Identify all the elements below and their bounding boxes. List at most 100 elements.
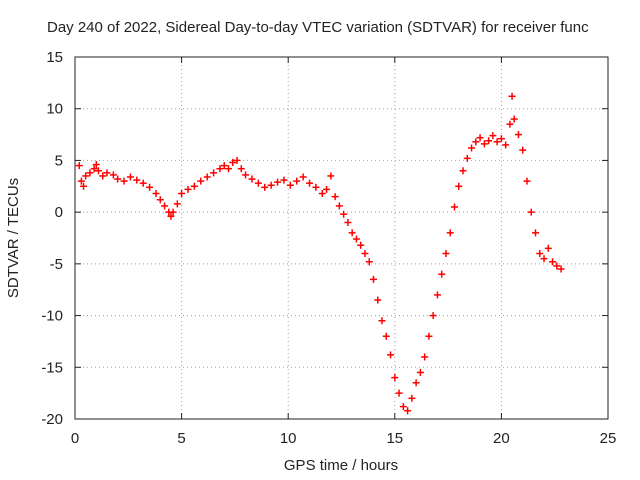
data-point: [348, 229, 356, 237]
data-point: [395, 389, 403, 397]
data-point: [173, 200, 181, 208]
plot-frame: [74, 56, 609, 420]
data-point: [480, 140, 488, 148]
data-point: [527, 208, 535, 216]
data-point: [442, 250, 450, 258]
y-tick-label: 0: [55, 204, 63, 221]
data-point: [433, 291, 441, 299]
data-point: [455, 182, 463, 190]
data-point: [510, 115, 518, 123]
data-point: [242, 171, 250, 179]
data-point: [493, 138, 501, 146]
data-point: [203, 173, 211, 181]
data-point: [299, 173, 307, 181]
data-point: [557, 265, 565, 273]
data-point: [103, 169, 111, 177]
data-point: [549, 258, 557, 266]
y-tick-label: -10: [41, 308, 63, 325]
data-point: [497, 135, 505, 143]
data-point: [216, 165, 224, 173]
data-point: [318, 190, 326, 198]
data-point: [261, 183, 269, 191]
data-point: [391, 374, 399, 382]
data-point: [472, 138, 480, 146]
data-point: [274, 178, 282, 186]
data-point: [421, 353, 429, 361]
data-point: [248, 175, 256, 183]
data-point: [190, 182, 198, 190]
data-point: [387, 351, 395, 359]
y-tick-label: -5: [50, 256, 63, 273]
data-point: [489, 132, 497, 140]
data-point: [344, 218, 352, 226]
data-point: [229, 158, 237, 166]
data-point: [306, 179, 314, 187]
x-tick-label: 0: [71, 430, 79, 447]
data-point: [361, 250, 369, 258]
data-point: [404, 407, 412, 415]
data-point: [429, 312, 437, 320]
data-point: [450, 203, 458, 211]
chart-title: Day 240 of 2022, Sidereal Day-to-day VTE…: [47, 19, 589, 36]
x-axis-label: GPS time / hours: [284, 457, 398, 474]
data-point: [220, 162, 228, 170]
data-point: [519, 146, 527, 154]
data-point: [508, 92, 516, 100]
data-point: [335, 202, 343, 210]
data-point: [77, 177, 85, 185]
data-points: [75, 92, 565, 415]
data-point: [485, 137, 493, 145]
axis-ticks: [74, 56, 609, 420]
x-tick-label: 20: [493, 430, 510, 447]
data-point: [90, 165, 98, 173]
grid: [75, 57, 608, 419]
x-tick-label: 5: [177, 430, 185, 447]
data-point: [169, 208, 177, 216]
data-point: [374, 296, 382, 304]
y-tick-label: -15: [41, 359, 63, 376]
data-point: [506, 120, 514, 128]
data-point: [254, 179, 262, 187]
data-point: [340, 210, 348, 218]
data-point: [369, 275, 377, 283]
tick-labels: 0 5 10 15 20 25 -20 -15 -10 -5 0 5 10 15: [41, 49, 616, 447]
data-point: [523, 177, 531, 185]
data-point: [120, 177, 128, 185]
data-point: [146, 183, 154, 191]
data-point: [425, 332, 433, 340]
y-tick-label: -20: [41, 411, 63, 428]
data-point: [327, 172, 335, 180]
data-point: [139, 179, 147, 187]
data-point: [544, 244, 552, 252]
data-point: [210, 169, 218, 177]
data-point: [514, 131, 522, 139]
data-point: [86, 169, 94, 177]
data-point: [532, 229, 540, 237]
data-point: [357, 241, 365, 249]
data-point: [463, 154, 471, 162]
data-point: [382, 332, 390, 340]
data-point: [412, 379, 420, 387]
data-point: [167, 212, 175, 220]
data-point: [502, 141, 510, 149]
data-point: [399, 403, 407, 411]
data-point: [92, 161, 100, 169]
data-point: [114, 175, 122, 183]
data-point: [184, 185, 192, 193]
data-point: [152, 190, 160, 198]
data-point: [323, 185, 331, 193]
data-point: [233, 156, 241, 164]
data-point: [540, 255, 548, 263]
x-tick-label: 10: [280, 430, 297, 447]
data-point: [331, 193, 339, 201]
x-tick-label: 15: [386, 430, 403, 447]
data-point: [416, 368, 424, 376]
data-point: [161, 202, 169, 210]
data-point: [476, 134, 484, 142]
data-point: [408, 394, 416, 402]
y-tick-label: 5: [55, 152, 63, 169]
data-point: [378, 317, 386, 325]
data-point: [536, 250, 544, 258]
data-point: [225, 165, 233, 173]
